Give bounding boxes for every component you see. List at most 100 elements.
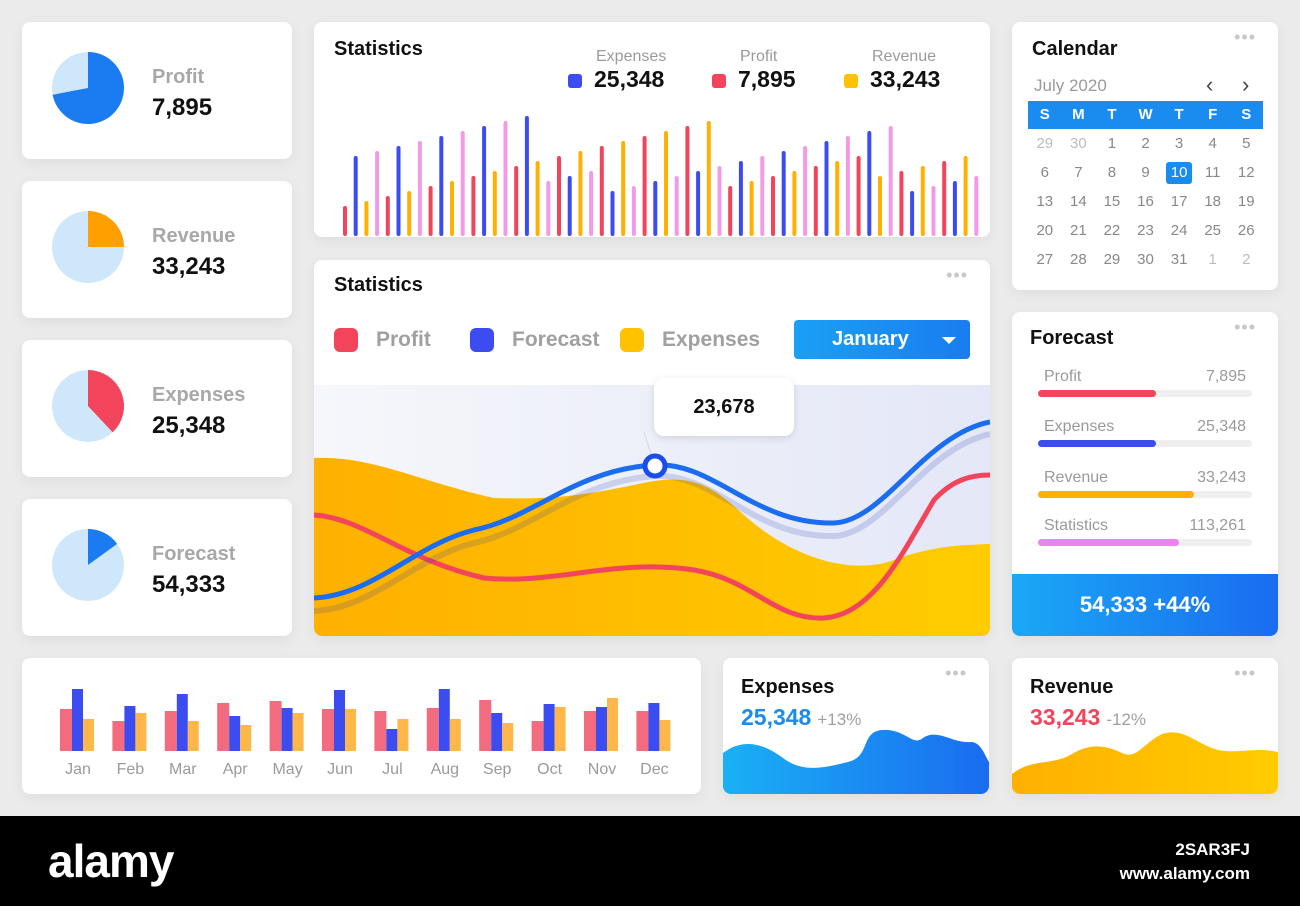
more-options-icon[interactable]: •••	[945, 663, 967, 683]
calendar-weekday: W	[1138, 106, 1153, 123]
calendar-day[interactable]: 23	[1137, 222, 1154, 239]
top-bar	[482, 126, 487, 236]
kpi-card-revenue[interactable]: Revenue 33,243	[22, 181, 292, 318]
calendar-day[interactable]: 1	[1208, 251, 1217, 268]
calendar-day[interactable]: 31	[1170, 251, 1188, 268]
month-bar-profit	[164, 711, 177, 751]
calendar-day[interactable]: 14	[1070, 193, 1087, 210]
top-bar	[364, 201, 369, 236]
calendar-day[interactable]: 24	[1170, 222, 1188, 239]
calendar-day[interactable]: 27	[1036, 251, 1054, 268]
calendar-day[interactable]: 13	[1036, 193, 1054, 210]
more-options-icon[interactable]: •••	[1234, 663, 1256, 683]
month-label: Oct	[537, 761, 562, 778]
forecast-progress-fill	[1038, 440, 1156, 447]
calendar-day[interactable]: 15	[1103, 193, 1121, 210]
calendar-day[interactable]: 9	[1141, 164, 1150, 181]
calendar-day[interactable]: 2	[1141, 135, 1150, 152]
calendar-day[interactable]: 30	[1137, 251, 1154, 268]
top-bar	[567, 176, 572, 236]
month-bar-expenses	[135, 713, 147, 751]
mini-expenses-area-chart	[723, 729, 989, 794]
calendar-day[interactable]: 29	[1036, 135, 1054, 152]
forecast-progress-track	[1038, 491, 1252, 498]
month-label: Mar	[169, 761, 197, 778]
calendar-day[interactable]: 26	[1237, 222, 1255, 239]
calendar-day[interactable]: 18	[1204, 193, 1222, 210]
top-bar	[546, 181, 551, 236]
month-bar-forecast	[334, 690, 345, 751]
top-bar	[631, 186, 636, 236]
top-bar	[878, 176, 882, 236]
month-bar-forecast	[229, 716, 241, 751]
more-options-icon[interactable]: •••	[1234, 317, 1256, 337]
top-bar	[417, 141, 422, 236]
brand-url: www.alamy.com	[1119, 864, 1250, 883]
calendar-day[interactable]: 5	[1242, 135, 1251, 152]
kpi-pie-chart	[52, 370, 125, 442]
mini-revenue-area	[1012, 732, 1278, 794]
calendar-day[interactable]: 11	[1204, 164, 1221, 181]
main-legend-expenses: Expenses	[620, 328, 760, 352]
calendar-day[interactable]: 6	[1040, 164, 1049, 181]
calendar-day[interactable]: 22	[1103, 222, 1121, 239]
forecast-title: Forecast	[1030, 327, 1114, 349]
calendar-day[interactable]: 10	[1162, 158, 1196, 187]
forecast-progress-fill	[1038, 491, 1195, 498]
prev-month-icon[interactable]: ‹	[1206, 72, 1214, 97]
month-bar-forecast	[438, 689, 450, 751]
calendar-day[interactable]: 8	[1107, 164, 1117, 181]
top-bar	[578, 151, 583, 236]
next-month-icon[interactable]: ›	[1242, 72, 1250, 97]
more-options-icon[interactable]: •••	[946, 265, 968, 285]
top-bar	[664, 131, 668, 236]
calendar-day[interactable]: 16	[1137, 193, 1154, 210]
calendar-day[interactable]: 1	[1107, 135, 1117, 152]
kpi-card-forecast[interactable]: Forecast 54,333	[22, 499, 292, 636]
calendar-day[interactable]: 19	[1237, 193, 1255, 210]
top-bar	[706, 121, 711, 236]
calendar-day[interactable]: 28	[1070, 251, 1087, 268]
calendar-day[interactable]: 20	[1036, 222, 1054, 239]
month-label: Feb	[117, 761, 145, 778]
top-bar	[535, 161, 540, 236]
more-options-icon[interactable]: •••	[1234, 27, 1256, 47]
top-bar	[749, 181, 754, 236]
legend-swatch	[844, 73, 858, 88]
image-id: 2SAR3FJ	[1175, 840, 1250, 859]
forecast-summary-button[interactable]: 54,333 +44%	[1012, 574, 1278, 636]
month-bar-profit	[584, 711, 596, 751]
calendar-week-row: 27 28 29 30 31 1 2	[1028, 245, 1263, 274]
kpi-label: Revenue	[152, 225, 236, 247]
calendar-day[interactable]: 29	[1103, 251, 1121, 268]
legend-revenue: Revenue 33,243	[844, 48, 940, 93]
kpi-card-expenses[interactable]: Expenses 25,348	[22, 340, 292, 477]
calendar-day[interactable]: 21	[1070, 222, 1087, 239]
expenses-area	[314, 457, 990, 636]
calendar-day[interactable]: 12	[1237, 164, 1255, 181]
top-bar	[589, 171, 594, 236]
calendar-day[interactable]: 30	[1070, 135, 1087, 152]
pie-slice	[88, 370, 125, 433]
forecast-summary-text: 54,333 +44%	[1079, 592, 1211, 617]
legend-swatch	[334, 328, 358, 352]
kpi-card-profit[interactable]: Profit 7,895	[22, 22, 292, 159]
calendar-day[interactable]: 25	[1204, 222, 1222, 239]
legend-value: 25,348	[594, 66, 665, 92]
month-bar-profit	[269, 701, 282, 751]
month-bar-forecast	[386, 729, 398, 751]
calendar-day[interactable]: 3	[1174, 135, 1184, 152]
legend-swatch	[470, 328, 494, 352]
legend-value: 33,243	[870, 66, 941, 92]
main-statistics-title: Statistics	[334, 274, 423, 296]
calendar-day[interactable]: 2	[1242, 251, 1251, 268]
mini-revenue-area-chart	[1012, 732, 1278, 794]
month-dropdown[interactable]: January	[794, 320, 970, 359]
calendar-day[interactable]: 7	[1074, 164, 1083, 181]
calendar-day[interactable]: 17	[1170, 193, 1188, 210]
forecast-row-label: Expenses	[1044, 418, 1115, 435]
top-bar	[653, 181, 658, 236]
calendar-day[interactable]: 4	[1208, 135, 1217, 152]
